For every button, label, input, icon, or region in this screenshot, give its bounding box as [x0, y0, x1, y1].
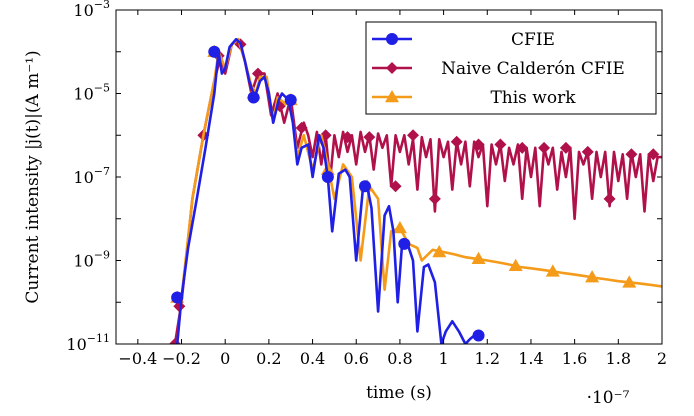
- x-tick-label: 1.4: [518, 349, 543, 368]
- marker-this-work: [585, 270, 600, 283]
- series-layer: [168, 37, 662, 344]
- marker-this-work: [545, 264, 560, 277]
- marker-naive-calder-n-cfie: [494, 138, 507, 151]
- marker-naive-calder-n-cfie: [341, 131, 354, 144]
- x-tick-label: −0.2: [162, 349, 201, 368]
- marker-this-work: [432, 244, 447, 258]
- marker-cfie: [247, 91, 260, 104]
- marker-naive-calder-n-cfie: [450, 135, 463, 148]
- marker-naive-calder-n-cfie: [516, 141, 529, 154]
- y-tick-label: 10−5: [73, 82, 110, 104]
- x-tick-label: 0.4: [300, 349, 325, 368]
- marker-naive-calder-n-cfie: [581, 145, 594, 158]
- legend-label: This work: [490, 88, 576, 108]
- x-tick-label: 0.6: [344, 349, 369, 368]
- marker-naive-calder-n-cfie: [407, 129, 420, 142]
- y-axis-label: Current intensity |j(t)|(A m⁻¹): [23, 50, 43, 303]
- x-tick-label: 0.2: [256, 349, 281, 368]
- marker-cfie: [358, 180, 371, 193]
- marker-cfie: [171, 291, 184, 304]
- ticks-layer: [116, 9, 663, 345]
- marker-cfie: [472, 329, 485, 342]
- x-tick-label: −0.4: [118, 349, 157, 368]
- marker-naive-calder-n-cfie: [625, 148, 638, 161]
- legend-marker-circle: [386, 33, 398, 45]
- y-tick-label: 10−11: [66, 332, 110, 354]
- marker-this-work: [392, 221, 407, 234]
- marker-naive-calder-n-cfie: [363, 131, 376, 144]
- x-tick-label: 1.8: [606, 349, 631, 368]
- x-tick-label: 0: [220, 349, 230, 368]
- marker-this-work: [622, 275, 637, 288]
- x-tick-label: 0.8: [387, 349, 412, 368]
- marker-naive-calder-n-cfie: [428, 192, 441, 205]
- marker-cfie: [208, 45, 221, 58]
- legend-label: Naive Calderón CFIE: [441, 59, 625, 79]
- y-tick-label: 10−7: [73, 165, 110, 187]
- x-axis-label: time (s): [366, 383, 432, 403]
- marker-naive-calder-n-cfie: [559, 141, 572, 154]
- marker-this-work: [508, 258, 523, 271]
- marker-naive-calder-n-cfie: [647, 148, 660, 161]
- marker-cfie: [321, 171, 334, 183]
- tick-labels: −0.4 −0.2 0 0.2 0.4 0.6 0.8 1 1.2 1.4 1.6 1.8 2 10−11…: [66, 0, 667, 368]
- marker-cfie: [398, 237, 411, 250]
- legend-box: [365, 21, 657, 115]
- x-scale-note: ·10⁻⁷: [587, 388, 630, 408]
- x-tick-label: 1: [439, 349, 449, 368]
- marker-naive-calder-n-cfie: [295, 121, 308, 134]
- legend-marker-diamond: [386, 62, 398, 74]
- marker-naive-calder-n-cfie: [472, 138, 485, 151]
- y-tick-label: 10−9: [73, 249, 110, 271]
- marker-this-work: [471, 251, 486, 265]
- marker-naive-calder-n-cfie: [538, 141, 551, 154]
- y-tick-label: 10−3: [73, 0, 110, 20]
- marker-cfie: [284, 93, 297, 106]
- x-tick-label: 1.6: [562, 349, 587, 368]
- legend-marker-triangle: [385, 90, 399, 103]
- x-tick-label: 2: [657, 349, 667, 368]
- marker-naive-calder-n-cfie: [389, 180, 402, 193]
- legend: CFIE Naive Calderón CFIE This work: [365, 21, 657, 115]
- marker-naive-calder-n-cfie: [603, 192, 616, 205]
- x-tick-label: 1.2: [475, 349, 500, 368]
- legend-label: CFIE: [511, 30, 555, 50]
